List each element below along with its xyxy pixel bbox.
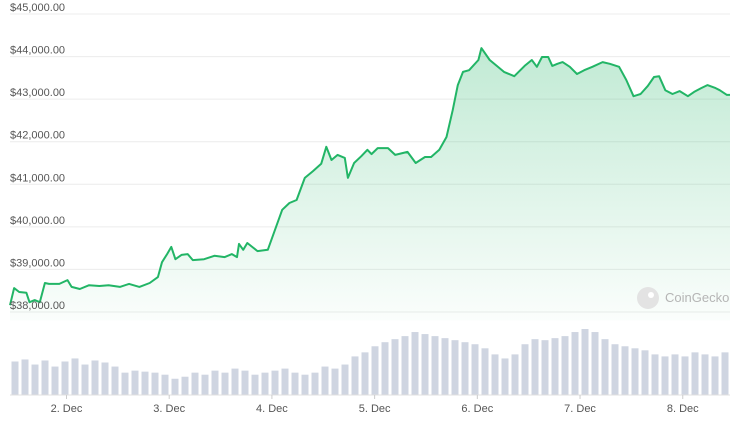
volume-bar: [181, 376, 189, 395]
volume-bar: [411, 332, 419, 395]
volume-bar: [211, 370, 219, 395]
volume-bar: [111, 366, 119, 395]
volume-bar: [11, 361, 19, 395]
volume-bar: [581, 329, 589, 395]
volume-bar: [591, 332, 599, 395]
volume-bar: [541, 340, 549, 395]
x-tick-label: 6. Dec: [461, 403, 493, 415]
volume-bar: [241, 370, 249, 395]
volume-bar: [641, 350, 649, 395]
volume-bar: [371, 346, 379, 395]
y-tick-label: $39,000.00: [10, 257, 65, 269]
y-tick-label: $38,000.00: [10, 300, 65, 312]
volume-bar: [101, 362, 109, 395]
volume-bar: [331, 368, 339, 395]
volume-bar: [561, 336, 569, 395]
volume-bar: [381, 342, 389, 395]
volume-bar: [511, 354, 519, 395]
volume-bar: [321, 366, 329, 395]
volume-bar: [491, 354, 499, 395]
volume-bar: [281, 368, 289, 395]
volume-bar: [271, 370, 279, 395]
watermark: CoinGecko: [637, 287, 729, 309]
volume-bar: [151, 372, 159, 395]
volume-bar: [471, 344, 479, 395]
volume-bar: [51, 366, 59, 395]
volume-bar: [291, 372, 299, 395]
volume-bar: [611, 344, 619, 395]
watermark-text: CoinGecko: [665, 290, 729, 305]
volume-bar: [481, 348, 489, 395]
volume-bar: [71, 358, 79, 395]
volume-bar: [671, 354, 679, 395]
volume-bar: [81, 364, 89, 395]
volume-bar: [141, 371, 149, 395]
volume-bar: [231, 368, 239, 395]
volume-bar: [201, 374, 209, 395]
price-line: [9, 47, 730, 306]
x-tick-label: 8. Dec: [667, 403, 699, 415]
volume-bar: [311, 372, 319, 395]
volume-bar: [41, 360, 49, 395]
volume-bar: [551, 338, 559, 395]
volume-bar: [251, 374, 259, 395]
labels: $45,000.00 $44,000.00 $43,000.00 $42,000.00…: [10, 2, 699, 415]
volume-bar: [501, 358, 509, 395]
x-tick-label: 5. Dec: [359, 403, 391, 415]
volume-bar: [711, 356, 719, 395]
volume-bar: [161, 374, 169, 395]
price-area: [10, 48, 730, 321]
volume-bar: [621, 346, 629, 395]
y-tick-label: $40,000.00: [10, 215, 65, 227]
x-tick-label: 7. Dec: [564, 403, 596, 415]
logo: [637, 287, 659, 309]
volume-bar: [461, 342, 469, 395]
volume-bar: [521, 344, 529, 395]
volume-bar: [351, 356, 359, 395]
volume-bar: [631, 348, 639, 395]
volume-bar: [171, 378, 179, 395]
y-tick-label: $45,000.00: [10, 2, 65, 14]
volume-bar: [661, 356, 669, 395]
volume-bar: [361, 352, 369, 395]
volume-bar: [721, 352, 729, 395]
volume-bar: [21, 359, 29, 395]
x-tick-label: 4. Dec: [256, 403, 288, 415]
volume-bar: [121, 372, 129, 395]
volume-bar: [701, 354, 709, 395]
y-tick-label: $43,000.00: [10, 87, 65, 99]
y-tick-label: $41,000.00: [10, 172, 65, 184]
x-tick-label: 3. Dec: [153, 403, 185, 415]
volume-bar: [601, 339, 609, 395]
volume-bar: [261, 372, 269, 395]
volume-bar: [531, 339, 539, 395]
volume-bar: [31, 364, 39, 395]
volume-bar: [571, 332, 579, 395]
volume-bar: [441, 338, 449, 395]
volume-bar: [61, 361, 69, 395]
volume-bar: [451, 340, 459, 395]
y-tick-label: $44,000.00: [10, 45, 65, 57]
volume-bar: [131, 370, 139, 395]
volume-bar: [301, 374, 309, 395]
x-tick-label: 2. Dec: [51, 403, 83, 415]
volume-bar: [431, 336, 439, 395]
volume-bar: [391, 339, 399, 395]
volume-bar: [681, 356, 689, 395]
volume-bar: [341, 364, 349, 395]
volume-bar: [651, 354, 659, 395]
area: [9, 47, 730, 321]
volume-bar: [421, 334, 429, 395]
logo-eye: [648, 292, 654, 298]
volume-bar: [221, 372, 229, 395]
volume-bar: [191, 372, 199, 395]
volume: [10, 329, 730, 396]
volume-bar: [91, 360, 99, 395]
volume-bar: [691, 352, 699, 395]
volume-bar: [401, 336, 409, 395]
y-tick-label: $42,000.00: [10, 130, 65, 142]
